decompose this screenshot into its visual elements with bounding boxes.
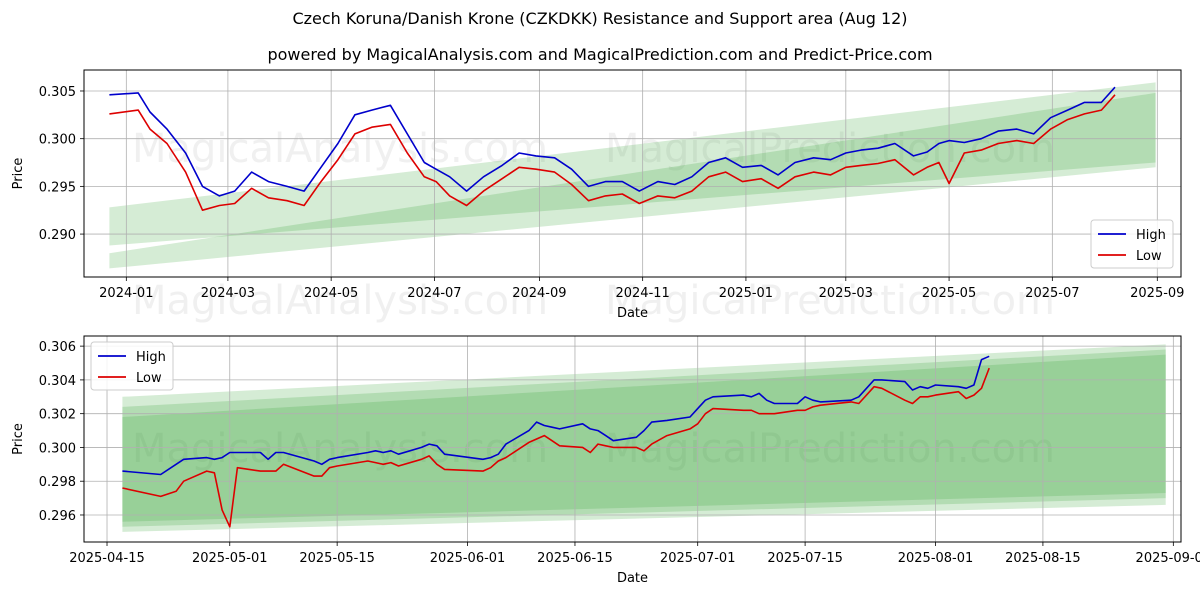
- support-resistance-band: [122, 349, 1166, 527]
- x-tick-label: 2024-11: [615, 286, 669, 301]
- series-line-high: [122, 355, 990, 476]
- x-tick-label: 2025-01: [719, 286, 773, 301]
- support-resistance-band: [109, 92, 1156, 269]
- plot-frame: [83, 69, 1182, 278]
- x-tick-label: 2024-01: [99, 286, 153, 301]
- x-tick-label: 2025-06-15: [537, 551, 613, 566]
- legend-box: [90, 341, 174, 391]
- x-tick-label: 2025-04-15: [69, 551, 145, 566]
- legend: High Low: [1090, 219, 1174, 269]
- chart-subtitle: powered by MagicalAnalysis.com and Magic…: [267, 45, 933, 64]
- legend-label-high: High: [136, 350, 166, 365]
- x-tick-label: 2025-09: [1130, 286, 1184, 301]
- watermark: MagicalPrediction.com: [605, 278, 1055, 324]
- x-tick-label: 2025-03: [819, 286, 873, 301]
- watermark: MagicalPrediction.com: [605, 426, 1055, 472]
- series-line-low: [109, 94, 1116, 211]
- x-tick-label: 2025-09-01: [1136, 551, 1200, 566]
- x-tick-label: 2025-05-15: [299, 551, 375, 566]
- x-tick-label: 2025-08-15: [1005, 551, 1081, 566]
- chart-1: 2024-01 2024-03 2024-05 2024-07 2024-09 2024-…: [11, 69, 1184, 321]
- x-axis-label: Date: [617, 306, 648, 321]
- x-tick-label: 2025-05-01: [192, 551, 268, 566]
- y-tick-label: 0.302: [39, 408, 76, 423]
- x-tick-label: 2025-05: [922, 286, 976, 301]
- x-tick-label: 2024-07: [407, 286, 461, 301]
- chart-2: 2025-04-15 2025-05-01 2025-05-15 2025-06-01…: [11, 335, 1200, 586]
- x-tick-label: 2025-06-01: [430, 551, 506, 566]
- support-resistance-band: [122, 354, 1166, 522]
- legend-label-low: Low: [136, 371, 162, 386]
- series-line-low: [122, 367, 990, 528]
- x-tick-label: 2024-05: [304, 286, 358, 301]
- y-tick-label: 0.298: [39, 475, 76, 490]
- y-tick-label: 0.300: [39, 133, 76, 148]
- legend-label-low: Low: [1136, 249, 1162, 264]
- legend-box: [1090, 219, 1174, 269]
- x-tick-label: 2025-08-01: [898, 551, 974, 566]
- y-tick-label: 0.290: [39, 228, 76, 243]
- chart-title: Czech Koruna/Danish Krone (CZKDKK) Resis…: [292, 9, 908, 28]
- legend-label-high: High: [1136, 228, 1166, 243]
- x-axis-label: Date: [617, 571, 648, 586]
- y-tick-label: 0.295: [39, 180, 76, 195]
- support-resistance-band: [109, 82, 1156, 246]
- y-tick-label: 0.306: [39, 340, 76, 355]
- x-tick-label: 2025-07-01: [660, 551, 736, 566]
- watermark: MagicalAnalysis.com: [132, 426, 549, 472]
- watermark: MagicalAnalysis.com: [132, 126, 549, 172]
- y-axis-label: Price: [11, 158, 26, 190]
- y-tick-label: 0.304: [39, 374, 76, 389]
- y-tick-label: 0.300: [39, 441, 76, 456]
- watermark: MagicalPrediction.com: [605, 126, 1055, 172]
- watermark: MagicalAnalysis.com: [132, 278, 549, 324]
- x-tick-label: 2024-09: [512, 286, 566, 301]
- x-tick-label: 2024-03: [201, 286, 255, 301]
- series-line-high: [109, 86, 1116, 197]
- y-tick-label: 0.305: [39, 85, 76, 100]
- x-tick-label: 2025-07-15: [767, 551, 843, 566]
- support-resistance-band: [122, 344, 1166, 532]
- legend: High Low: [90, 341, 174, 391]
- plot-frame: [83, 335, 1182, 543]
- y-axis-label: Price: [11, 423, 26, 455]
- x-tick-label: 2025-07: [1025, 286, 1079, 301]
- y-tick-label: 0.296: [39, 509, 76, 524]
